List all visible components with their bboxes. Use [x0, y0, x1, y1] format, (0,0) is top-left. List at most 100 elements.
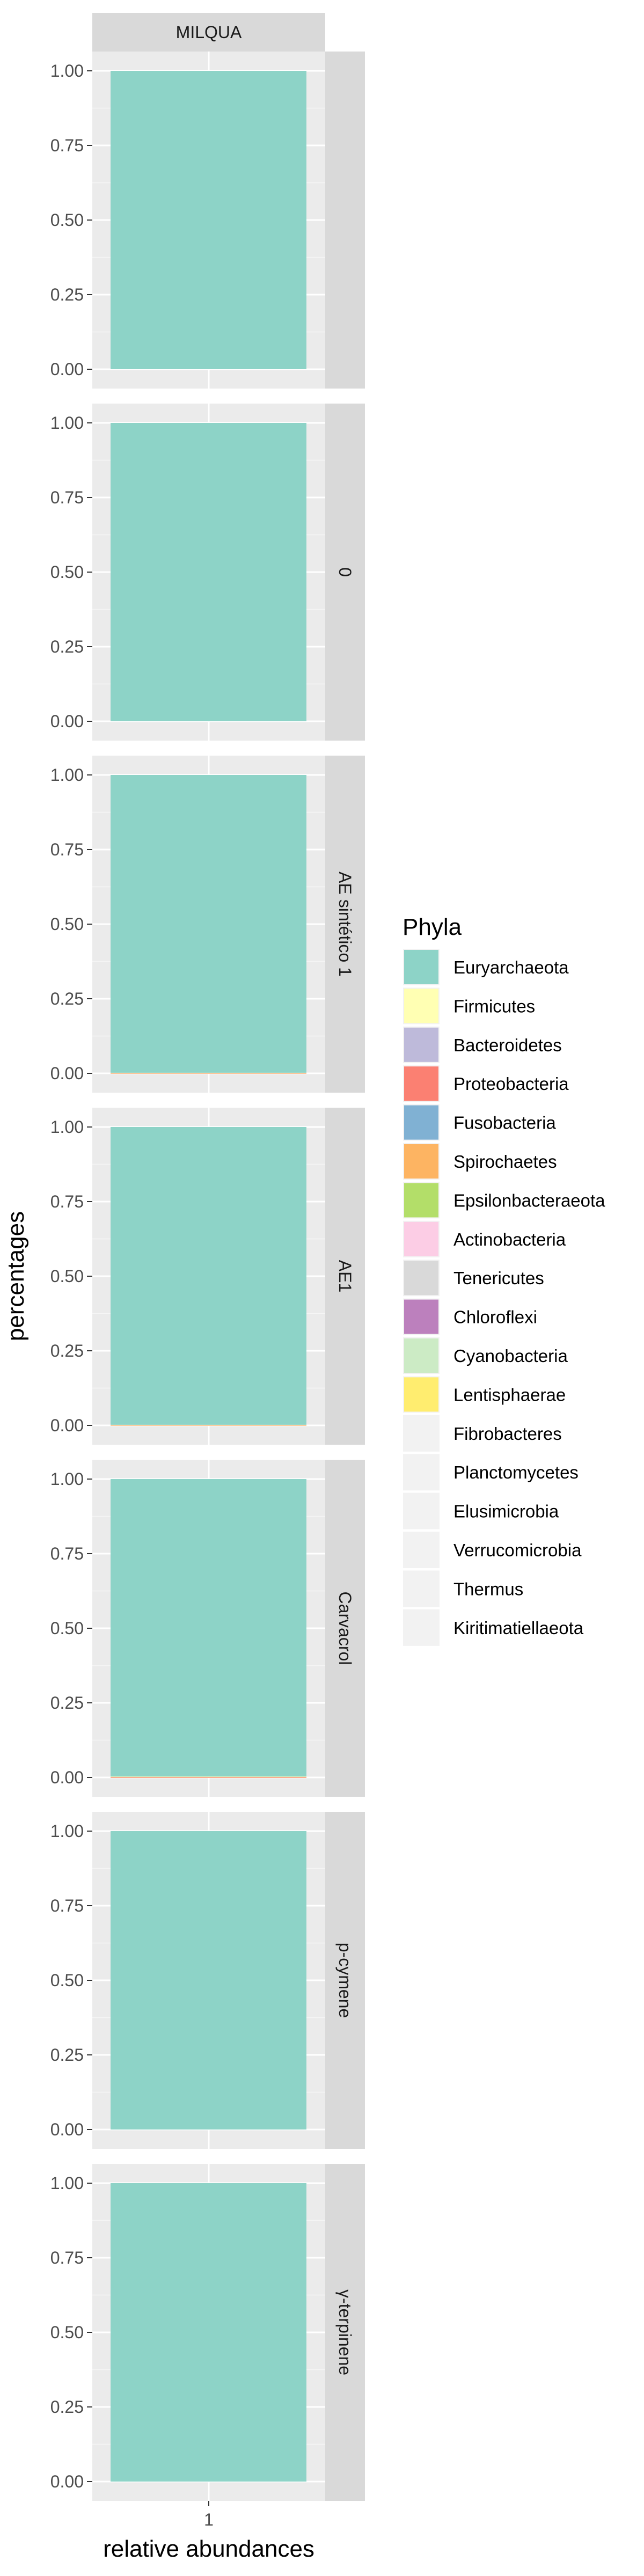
y-tick-label: 0.50 — [50, 562, 84, 582]
column-strip-background — [92, 13, 325, 52]
legend-label: Firmicutes — [453, 996, 535, 1016]
y-tick-label: 0.50 — [50, 914, 84, 934]
legend-swatch — [404, 1027, 438, 1062]
legend-label: Proteobacteria — [453, 1074, 569, 1094]
legend-swatch — [404, 1183, 438, 1218]
legend-item: Elusimicrobia — [403, 1492, 559, 1529]
row-strip-background — [325, 1108, 365, 1445]
y-tick-label: 0.75 — [50, 2248, 84, 2267]
legend-swatch — [404, 1610, 438, 1645]
bar-segment — [111, 1072, 306, 1074]
facet-panel: 0.00 0.25 0.50 0.75 1.00 p-cymene — [50, 1812, 365, 2149]
y-tick-label: 1.00 — [50, 413, 84, 433]
row-strip-background — [325, 2164, 365, 2501]
y-tick-label: 0.00 — [50, 712, 84, 731]
y-tick-label: 0.00 — [50, 360, 84, 379]
legend-label: Elusimicrobia — [453, 1502, 559, 1521]
legend-item: Spirochaetes — [403, 1143, 557, 1180]
x-tick-label: 1 — [204, 2510, 214, 2529]
legend-label: Chloroflexi — [453, 1307, 537, 1327]
legend-item: Lentisphaerae — [403, 1376, 566, 1413]
row-strip-background — [325, 1460, 365, 1797]
bar-segment — [111, 1777, 306, 1778]
legend-label: Actinobacteria — [453, 1230, 566, 1249]
legend-item: Tenericutes — [403, 1260, 544, 1297]
legend-swatch — [404, 950, 438, 984]
y-tick-label: 0.00 — [50, 1064, 84, 1083]
legend-item: Cyanobacteria — [403, 1337, 568, 1374]
y-tick-label: 0.50 — [50, 2323, 84, 2342]
legend-item: Kiritimatiellaeota — [403, 1609, 584, 1646]
x-axis-title: relative abundances — [103, 2536, 314, 2562]
legend-label: Tenericutes — [453, 1268, 544, 1288]
legend-swatch — [404, 1455, 438, 1490]
column-strip-label: MILQUA — [176, 23, 242, 42]
legend: Phyla Euryarchaeota Firmicutes Bacteroidet… — [402, 914, 605, 1646]
row-strip-label: γ-terpinene — [335, 2289, 355, 2375]
y-tick-label: 0.00 — [50, 2472, 84, 2491]
legend-swatch — [404, 1221, 438, 1256]
y-tick-label: 0.50 — [50, 1971, 84, 1990]
y-tick-label: 0.25 — [50, 1341, 84, 1360]
legend-swatch — [404, 1416, 438, 1451]
y-tick-label: 1.00 — [50, 765, 84, 785]
y-tick-label: 0.75 — [50, 1544, 84, 1563]
legend-swatch — [404, 1338, 438, 1373]
legend-label: Verrucomicrobia — [453, 1540, 582, 1560]
legend-item: Planctomycetes — [403, 1454, 579, 1491]
legend-item: Thermus — [403, 1570, 523, 1607]
row-strip-background — [325, 1812, 365, 2149]
legend-label: Bacteroidetes — [453, 1035, 562, 1055]
y-tick-label: 0.75 — [50, 1192, 84, 1211]
legend-swatch — [404, 1299, 438, 1334]
y-tick-label: 0.25 — [50, 1693, 84, 1713]
bar-segment — [111, 423, 306, 721]
y-tick-label: 0.25 — [50, 285, 84, 304]
bar-segment — [111, 1127, 306, 1425]
y-tick-label: 0.00 — [50, 1768, 84, 1787]
bar-segment — [111, 71, 306, 369]
row-strip-label: p-cymene — [335, 1943, 355, 2018]
y-tick-label: 1.00 — [50, 61, 84, 80]
row-strip-background — [325, 756, 365, 1093]
y-tick-label: 0.75 — [50, 136, 84, 155]
y-tick-label: 0.50 — [50, 1267, 84, 1286]
y-tick-label: 1.00 — [50, 1469, 84, 1489]
legend-swatch — [404, 1377, 438, 1412]
row-strip-background — [325, 404, 365, 741]
legend-label: Spirochaetes — [453, 1152, 557, 1172]
y-tick-label: 1.00 — [50, 2174, 84, 2193]
facet-panel: 0.00 0.25 0.50 0.75 1.00 — [50, 52, 365, 389]
row-strip-background — [325, 52, 365, 389]
bar-segment — [111, 1479, 306, 1777]
bar-segment — [111, 775, 306, 1073]
legend-swatch — [404, 1494, 438, 1528]
legend-swatch — [404, 1105, 438, 1140]
legend-item: Bacteroidetes — [403, 1026, 562, 1063]
legend-label: Euryarchaeota — [453, 957, 569, 977]
y-tick-label: 1.00 — [50, 1117, 84, 1137]
legend-label: Fusobacteria — [453, 1113, 556, 1133]
facet-panel: 0.00 0.25 0.50 0.75 1.00 AE1 — [50, 1108, 365, 1445]
legend-item: Chloroflexi — [403, 1298, 537, 1335]
legend-label: Fibrobacteres — [453, 1424, 562, 1444]
legend-label: Kiritimatiellaeota — [453, 1618, 584, 1638]
facet-panel: 0.00 0.25 0.50 0.75 1.00 0 — [50, 404, 365, 741]
y-tick-label: 0.00 — [50, 1416, 84, 1435]
legend-item: Actinobacteria — [403, 1220, 566, 1257]
facet-panel: 0.00 0.25 0.50 0.75 1.00 γ-terpinene — [50, 2164, 365, 2501]
facet-panel: 0.00 0.25 0.50 0.75 1.00 AE sintético 1 — [50, 756, 365, 1093]
legend-item: Proteobacteria — [403, 1065, 569, 1102]
legend-label: Thermus — [453, 1579, 523, 1599]
legend-items: Euryarchaeota Firmicutes Bacteroidetes Prot… — [403, 949, 605, 1646]
y-tick-label: 0.00 — [50, 2120, 84, 2139]
y-tick-label: 0.25 — [50, 637, 84, 656]
y-tick-label: 0.25 — [50, 989, 84, 1008]
row-strip-label: 0 — [335, 567, 355, 577]
row-strip-label: AE1 — [335, 1260, 355, 1292]
legend-label: Lentisphaerae — [453, 1385, 566, 1404]
panels-layer: MILQUA0.000.250.500.751.000.000.250.500.… — [50, 13, 365, 2506]
y-tick-label: 0.75 — [50, 1896, 84, 1915]
legend-swatch — [404, 989, 438, 1023]
legend-item: Fusobacteria — [403, 1104, 556, 1141]
